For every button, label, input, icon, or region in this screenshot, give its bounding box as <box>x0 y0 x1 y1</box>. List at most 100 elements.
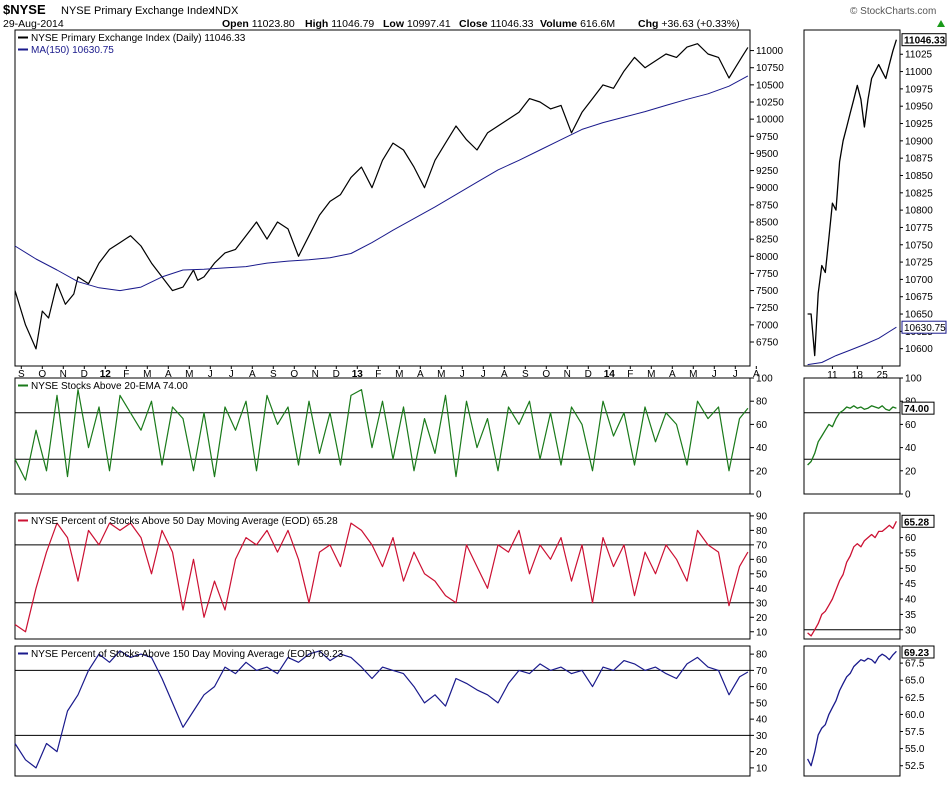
y-tick-label: 70 <box>756 540 768 551</box>
y-tick-label: 10500 <box>756 80 784 91</box>
x-tick-label: 14 <box>604 369 616 380</box>
x-tick-label: M <box>647 369 655 380</box>
ohlc-open: Open 11023.80 <box>222 18 295 30</box>
y-tick-label: 40 <box>756 584 768 595</box>
ohlc-label: High <box>305 18 328 30</box>
y-tick-label: 10675 <box>905 292 933 303</box>
series-line <box>807 39 898 357</box>
y-tick-label: 9250 <box>756 166 779 177</box>
x-tick-label: D <box>333 369 340 380</box>
value-label-box <box>901 33 947 47</box>
y-tick-label: 57.5 <box>905 727 925 738</box>
y-tick-label: 10725 <box>905 258 933 269</box>
ohlc-high: High 11046.79 <box>305 18 374 30</box>
ohlc-label: Close <box>459 18 488 30</box>
x-tick-label: S <box>18 369 25 380</box>
y-tick-label: 10900 <box>905 136 933 147</box>
y-tick-label: 7500 <box>756 286 779 297</box>
panel-above20ema: 0 20 40 60 80 100 NYSE Stocks Above 20-EMA 74.… <box>14 374 773 501</box>
y-tick-label: 10975 <box>905 84 933 95</box>
x-tick-label: 12 <box>100 369 112 380</box>
y-tick-label: 10650 <box>905 310 933 321</box>
ohlc-close: Close 11046.33 <box>459 18 534 30</box>
y-tick-label: 35 <box>905 610 917 621</box>
y-tick-label: 10000 <box>756 115 784 126</box>
x-tick-label: A <box>669 369 676 380</box>
y-tick-label: 60 <box>905 533 917 544</box>
y-tick-label: 9500 <box>756 149 779 160</box>
panel-frame <box>803 645 901 777</box>
y-tick-label: 60.0 <box>905 710 925 721</box>
ohlc-label: Volume <box>540 18 577 30</box>
y-tick-label: 40 <box>905 443 917 454</box>
y-tick-label: 60 <box>756 420 768 431</box>
x-tick-label: A <box>249 369 256 380</box>
value-label: 65.28 <box>904 517 929 528</box>
value-label-box <box>901 514 935 528</box>
y-tick-label: 11000 <box>756 46 784 57</box>
x-tick-label: A <box>165 369 172 380</box>
y-tick-label: 50 <box>905 564 917 575</box>
x-tick-label: F <box>375 369 381 380</box>
y-tick-label: 20 <box>756 466 768 477</box>
y-tick-label: 7750 <box>756 269 779 280</box>
legend-entry: MA(150) 10630.75 <box>31 45 114 56</box>
legend-entry: NYSE Stocks Above 20-EMA 74.00 <box>31 381 188 392</box>
y-tick-label: 67.5 <box>905 659 925 670</box>
y-tick-label: 60 <box>905 420 917 431</box>
ma-line <box>14 75 749 292</box>
ohlc-value: 11046.33 <box>488 18 534 30</box>
x-tick-label: M <box>143 369 151 380</box>
panel-above50dma: 10 20 30 40 50 60 70 80 90 NYSE Percent of Stocks… <box>14 511 768 640</box>
up-arrow-icon <box>937 20 945 27</box>
y-tick-label: 60 <box>756 682 768 693</box>
panel-frame <box>14 645 751 777</box>
y-tick-label: 62.5 <box>905 693 925 704</box>
y-tick-label: 45 <box>905 579 917 590</box>
ohlc-value: 10997.41 <box>404 18 451 30</box>
x-tick-label: J <box>460 369 465 380</box>
x-tick-label: J <box>733 369 738 380</box>
y-tick-label: 50 <box>756 569 768 580</box>
y-tick-label: 10 <box>756 627 768 638</box>
y-tick-label: 55.0 <box>905 744 925 755</box>
y-tick-label: 52.5 <box>905 761 925 772</box>
symbol: $NYSE <box>3 2 46 17</box>
y-tick-label: 50 <box>756 698 768 709</box>
value-label: 11046.33 <box>904 36 946 47</box>
y-tick-label: 7250 <box>756 303 779 314</box>
y-tick-label: 65.0 <box>905 676 925 687</box>
x-tick-label: N <box>60 369 67 380</box>
y-tick-label: 90 <box>756 511 768 522</box>
y-tick-label: 100 <box>756 374 773 385</box>
ma-label-box <box>901 320 947 334</box>
panel-frame <box>803 29 901 367</box>
x-tick-label: F <box>627 369 633 380</box>
chart-header: $NYSE NYSE Primary Exchange Index INDX 2… <box>3 2 945 30</box>
x-tick-label: J <box>229 369 234 380</box>
y-tick-label: 20 <box>756 747 768 758</box>
x-tick-label: A <box>753 369 760 380</box>
series-line <box>807 521 897 637</box>
panel-frame <box>803 512 901 640</box>
y-tick-label: 0 <box>756 490 762 501</box>
x-tick-label: O <box>38 369 46 380</box>
y-tick-label: 10800 <box>905 206 933 217</box>
y-tick-label: 8250 <box>756 235 779 246</box>
ohlc-value: 616.6M <box>577 18 615 30</box>
panel-zoom-above150dma: 52.5 55.0 57.5 60.0 62.5 65.0 67.569.23 <box>803 645 935 777</box>
y-tick-label: 55 <box>905 548 917 559</box>
ohlc-value: +36.63 (+0.33%) <box>658 18 739 30</box>
panel-zoom-price: 1060010625106501067510700107251075010775… <box>803 29 947 381</box>
x-tick-label: J <box>481 369 486 380</box>
instrument-name: NYSE Primary Exchange Index <box>61 5 214 17</box>
y-tick-label: 6750 <box>756 338 779 349</box>
panel-frame <box>14 29 751 367</box>
y-tick-label: 10850 <box>905 171 933 182</box>
y-tick-label: 10600 <box>905 344 933 355</box>
series-line <box>807 405 897 466</box>
x-tick-label: S <box>270 369 277 380</box>
y-tick-label: 8500 <box>756 218 779 229</box>
value-label-box <box>901 401 935 415</box>
